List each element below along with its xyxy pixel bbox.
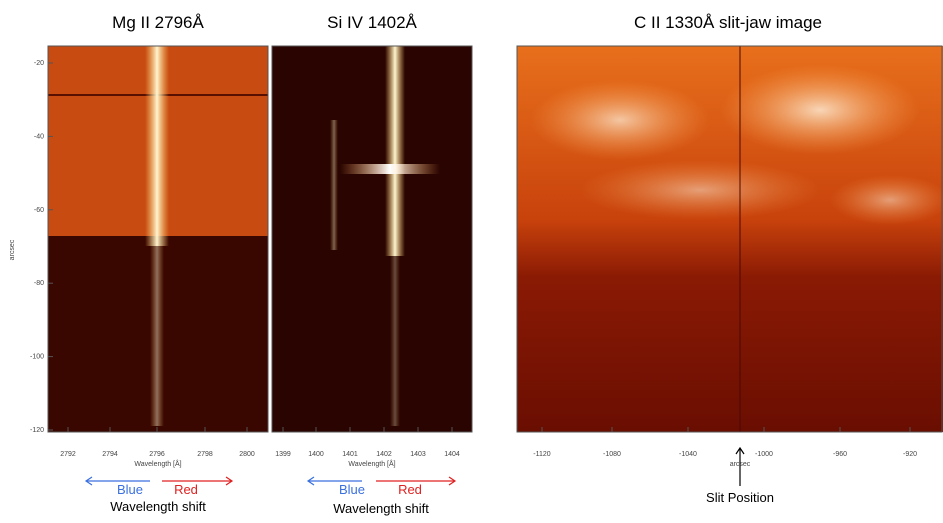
y-label: arcsec [9,239,16,260]
x-tick-label: 1400 [308,451,324,458]
y-tick-label: -120 [30,427,44,434]
blue-label: Blue [339,482,365,497]
frames [47,45,943,433]
red-label: Red [174,482,198,497]
x-tick-label: -1000 [755,451,773,458]
x-tick-label: -1080 [603,451,621,458]
y-tick-label: -80 [34,280,44,287]
panel-title: C II 1330Å slit-jaw image [634,13,822,32]
panel-title: Si IV 1402Å [327,13,417,32]
x-tick-label: 1404 [444,451,460,458]
x-tick-label: 1402 [376,451,392,458]
y-tick-label: -60 [34,207,44,214]
x-tick-label: 1399 [275,451,291,458]
x-label: Wavelength [Å] [134,459,181,468]
x-tick-label: -960 [833,451,847,458]
x-tick-label: -920 [903,451,917,458]
blue-label: Blue [117,482,143,497]
x-tick-label: 2800 [239,451,255,458]
red-label: Red [398,482,422,497]
x-tick-label: 2796 [149,451,165,458]
shift-label: Wavelength shift [333,501,429,516]
x-tick-label: 1403 [410,451,426,458]
arrows [84,446,745,486]
x-tick-label: 2794 [102,451,118,458]
x-tick-label: -1120 [533,451,550,458]
slit-label: Slit Position [706,490,774,505]
sj-panel-image [517,46,943,432]
x-tick-label: 2798 [197,451,213,458]
y-tick-label: -100 [30,354,44,361]
y-tick-label: -20 [34,60,44,67]
y-tick-label: -40 [34,133,44,140]
panel-title: Mg II 2796Å [112,13,204,32]
x-tick-label: 1401 [342,451,358,458]
shift-label: Wavelength shift [110,499,206,514]
x-label: Wavelength [Å] [348,459,395,468]
si-panel-image [272,46,472,432]
x-tick-label: -1040 [679,451,697,458]
mg-panel-image [48,46,268,432]
x-tick-label: 2792 [60,451,76,458]
